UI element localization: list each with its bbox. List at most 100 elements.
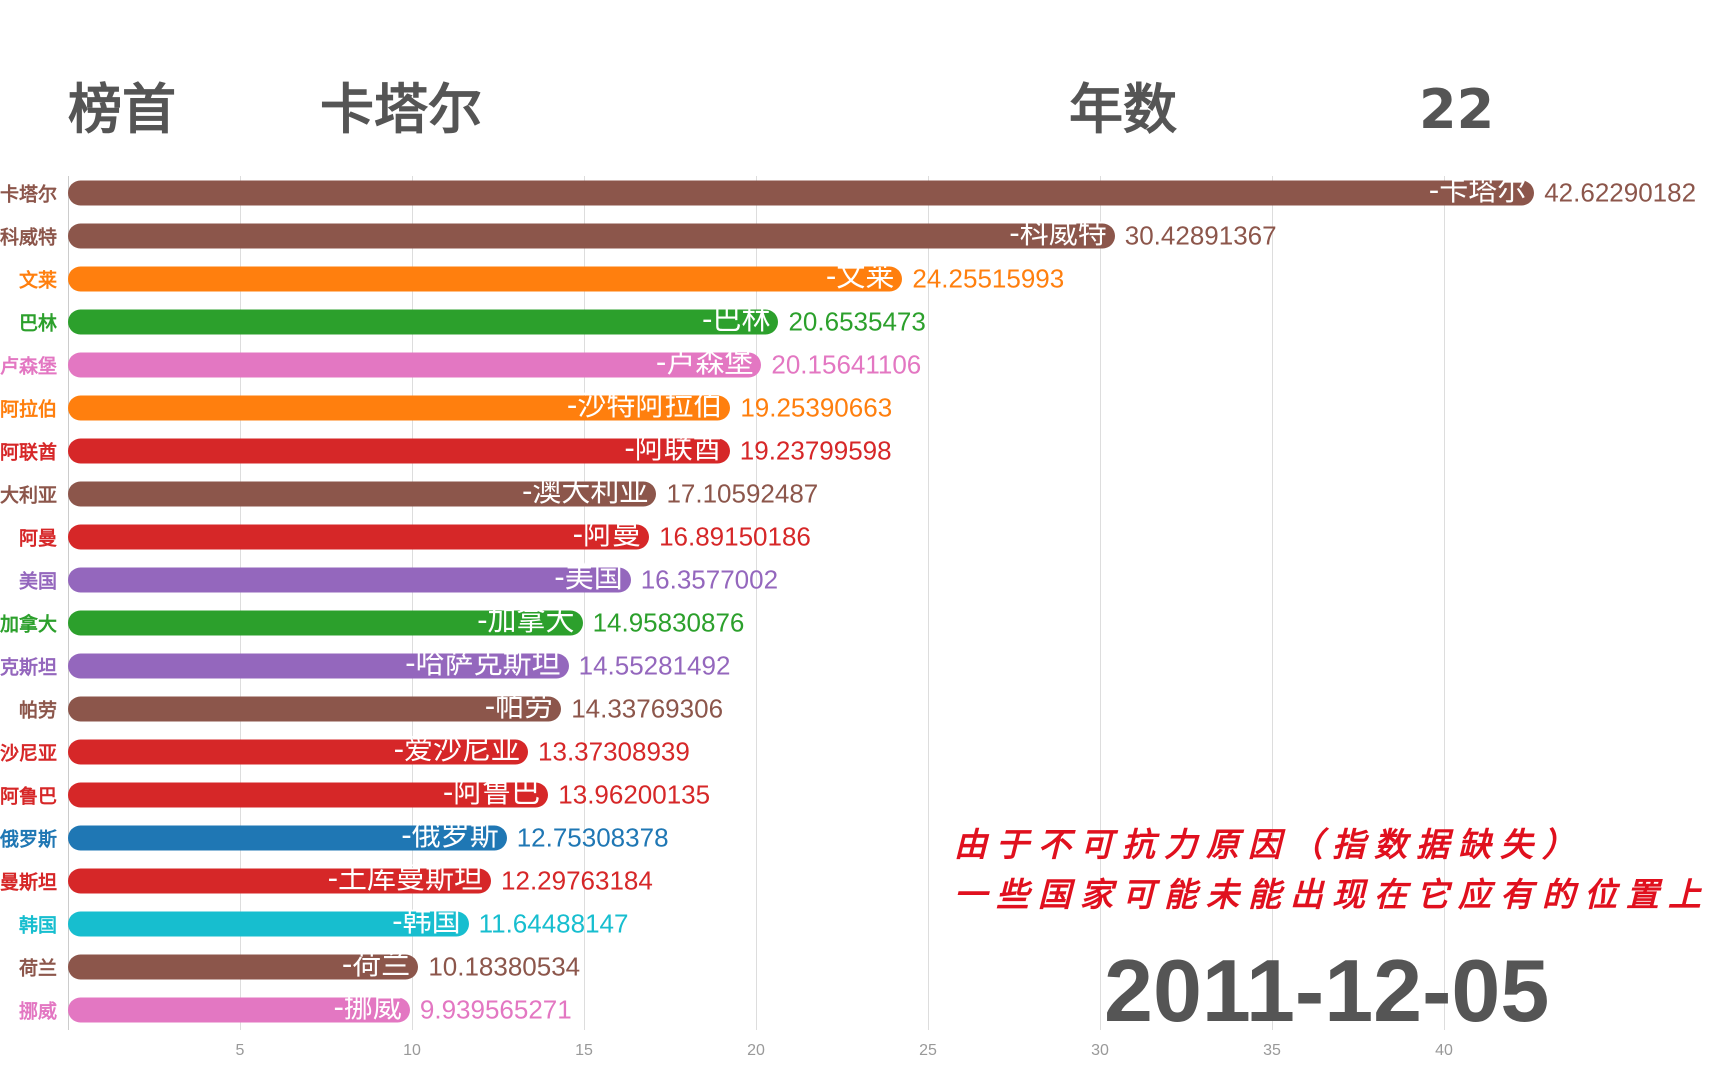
- value-label: 42.62290182: [1544, 177, 1697, 208]
- gridline: [1100, 176, 1101, 1030]
- value-label: 12.75308378: [516, 822, 669, 853]
- value-label: 14.55281492: [578, 650, 731, 681]
- bar-label: -澳大利亚: [521, 473, 649, 508]
- bar: [68, 567, 631, 593]
- bar: [68, 997, 410, 1023]
- bar: [68, 825, 507, 851]
- value-label: 13.96200135: [558, 779, 711, 810]
- category-label: 卡塔尔: [0, 183, 57, 206]
- x-tick-label: 15: [575, 1042, 593, 1059]
- bar: [68, 782, 549, 808]
- bar-label: -科威特: [1009, 215, 1107, 250]
- x-tick-label: 25: [919, 1042, 937, 1059]
- bar-label: -阿鲁巴: [442, 774, 541, 809]
- bar: [68, 180, 1535, 206]
- bar: [68, 696, 562, 722]
- category-label: 挪威: [18, 1000, 57, 1023]
- value-label: 12.29763184: [501, 865, 653, 896]
- bar: [68, 911, 469, 937]
- bar: [68, 223, 1115, 249]
- category-label: 阿拉伯: [0, 398, 57, 421]
- category-label: 大利亚: [0, 484, 57, 507]
- category-label: 荷兰: [18, 957, 57, 980]
- bar-label: -哈萨克斯坦: [405, 645, 561, 680]
- gridline: [756, 176, 757, 1030]
- y-axis-line: [68, 176, 69, 1030]
- category-label: 曼斯坦: [0, 871, 57, 894]
- bar: [68, 868, 492, 894]
- category-label: 俄罗斯: [0, 828, 57, 851]
- bar-label: -卡塔尔: [1428, 172, 1527, 207]
- category-label: 阿联酋: [0, 441, 57, 464]
- bar-label: -帕劳: [484, 688, 554, 723]
- bar: [68, 610, 583, 636]
- value-label: 30.42891367: [1124, 220, 1277, 251]
- bar-label: -沙特阿拉伯: [566, 387, 723, 422]
- value-label: 16.89150186: [659, 521, 811, 552]
- bar-label: -加拿大: [477, 602, 575, 637]
- gridline: [240, 176, 241, 1030]
- bar: [68, 954, 419, 980]
- x-tick-label: 35: [1263, 1042, 1281, 1059]
- leader-label: 榜首: [68, 78, 176, 141]
- bar-label: -挪威: [333, 989, 402, 1024]
- value-label: 10.18380534: [428, 951, 581, 982]
- bar: [68, 524, 650, 550]
- category-label: 加拿大: [0, 613, 57, 636]
- category-label: 帕劳: [18, 699, 57, 722]
- bar-label: -美国: [554, 559, 623, 594]
- category-label: 文莱: [18, 269, 57, 292]
- note-line-2: 一些国家可能未能出现在它应有的位置上: [954, 875, 1710, 914]
- value-label: 14.95830876: [592, 607, 745, 638]
- leader-value: 卡塔尔: [320, 78, 482, 141]
- category-label: 沙尼亚: [0, 742, 57, 765]
- value-label: 14.33769306: [571, 693, 724, 724]
- year-label: 年数: [1069, 78, 1177, 141]
- category-label: 科威特: [0, 226, 57, 249]
- bar-label: -文莱: [825, 258, 895, 293]
- value-label: 20.15641106: [771, 349, 922, 380]
- value-label: 16.3577002: [640, 564, 779, 595]
- value-label: 11.64488147: [478, 908, 629, 939]
- date-label: 2011-12-05: [1104, 941, 1550, 1040]
- bar-label: -土库曼斯坦: [327, 860, 484, 895]
- category-label: 克斯坦: [0, 656, 57, 679]
- year-value: 22: [1419, 78, 1495, 141]
- gridline: [412, 176, 413, 1030]
- bar-label: -阿联酋: [624, 430, 722, 465]
- gridline: [584, 176, 585, 1030]
- bar: [68, 653, 569, 679]
- gridline: [1272, 176, 1273, 1030]
- category-label: 美国: [18, 570, 57, 593]
- bar-label: -俄罗斯: [401, 817, 499, 852]
- gridline: [928, 176, 929, 1030]
- x-tick-label: 10: [403, 1042, 421, 1059]
- bar-label: -爱沙尼亚: [393, 731, 521, 766]
- bar-label: -卢森堡: [655, 344, 754, 379]
- category-label: 韩国: [18, 914, 57, 937]
- bar-label: -韩国: [392, 903, 461, 938]
- value-label: 9.939565271: [419, 994, 572, 1025]
- bar: [68, 481, 657, 507]
- category-label: 阿鲁巴: [0, 785, 57, 808]
- bar-label: -巴林: [702, 301, 771, 336]
- value-label: 24.25515993: [912, 263, 1065, 294]
- value-label: 19.25390663: [740, 392, 893, 423]
- x-tick-label: 5: [235, 1042, 245, 1059]
- bar: [68, 309, 779, 335]
- category-label: 卢森堡: [0, 355, 57, 378]
- bar-label: -阿曼: [572, 516, 642, 551]
- x-tick-label: 40: [1435, 1042, 1453, 1059]
- bar: [68, 438, 730, 464]
- value-label: 20.6535473: [788, 306, 926, 337]
- bar: [68, 352, 762, 378]
- bar: [68, 266, 903, 292]
- value-label: 17.10592487: [666, 478, 819, 509]
- bar: [68, 739, 529, 765]
- note-line-1: 由于不可抗力原因（指数据缺失）: [954, 825, 1584, 864]
- value-label: 13.37308939: [538, 736, 690, 767]
- category-label: 阿曼: [18, 527, 57, 550]
- value-label: 19.23799598: [739, 435, 892, 466]
- x-tick-label: 30: [1091, 1042, 1109, 1059]
- bar: [68, 395, 731, 421]
